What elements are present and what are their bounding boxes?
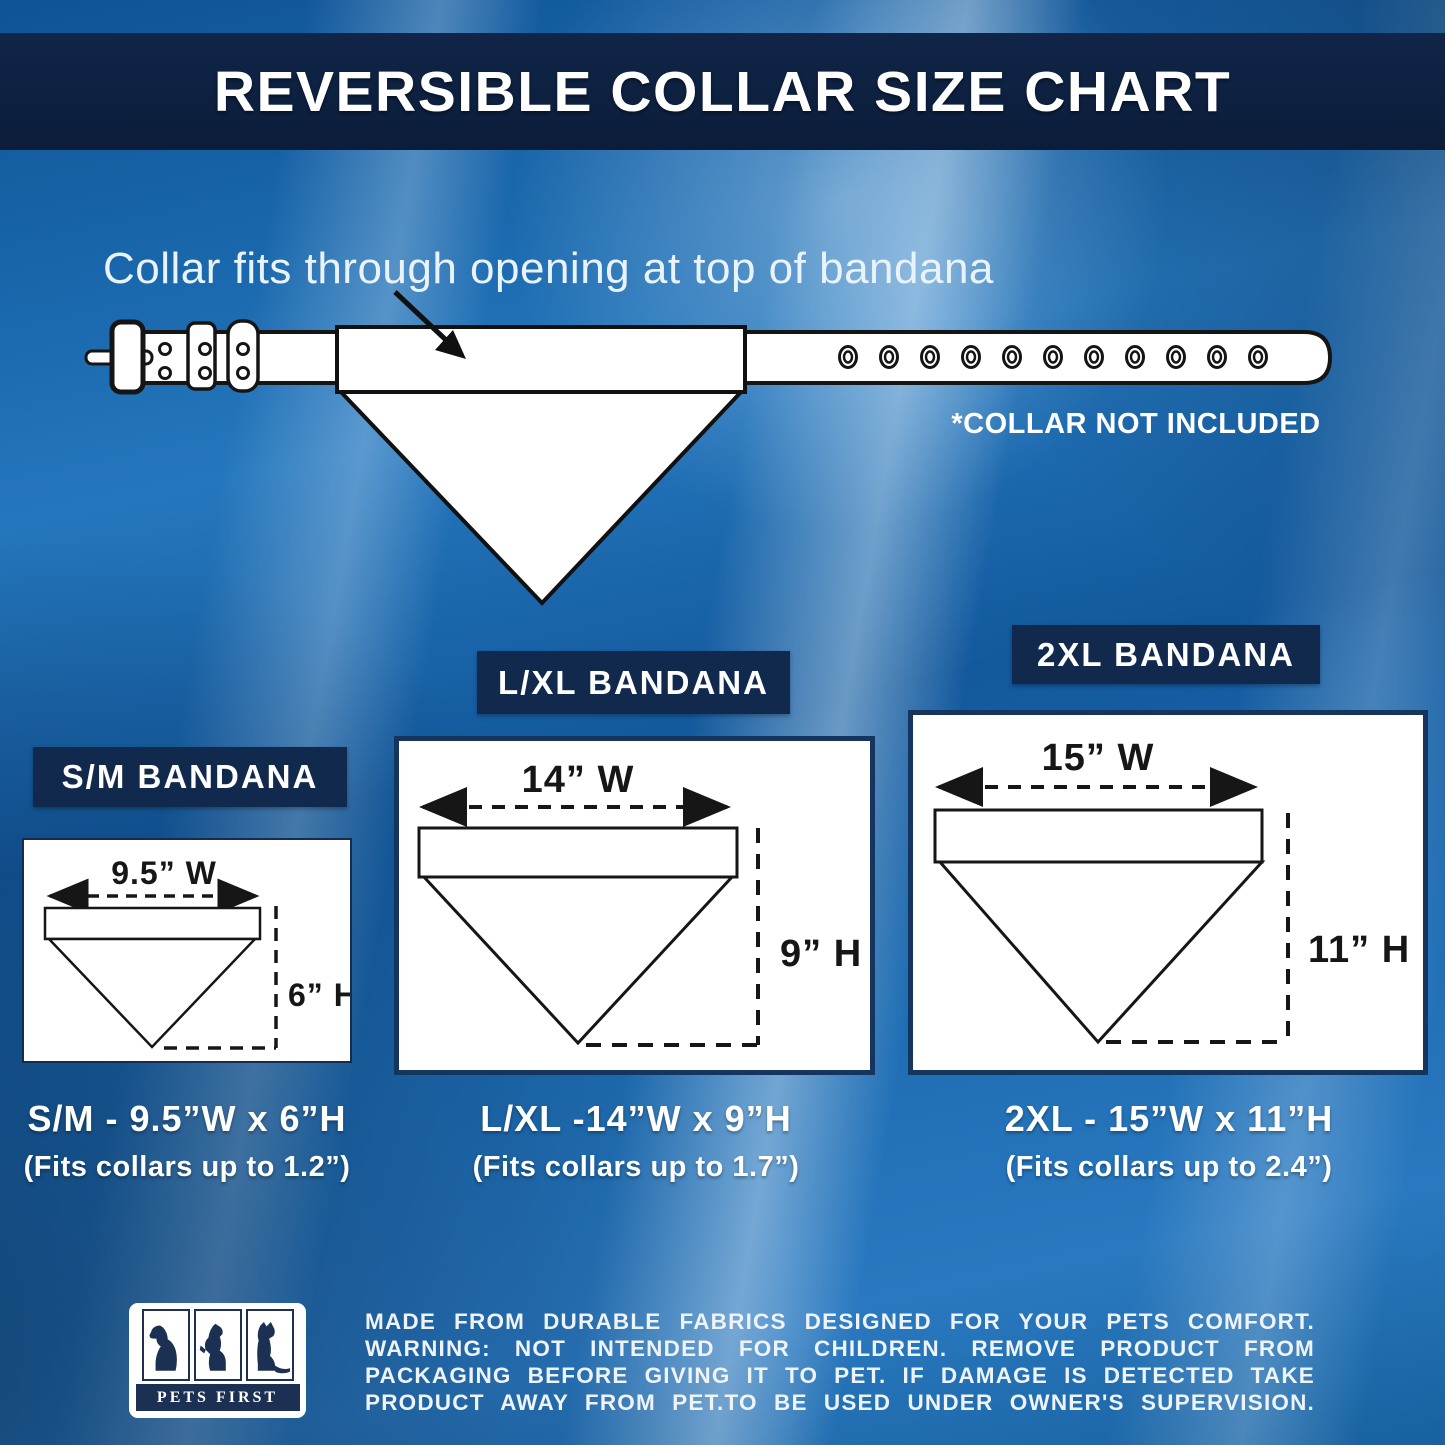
lxl-bandana-triangle xyxy=(420,875,736,1046)
pets-first-logo: PETS FIRST xyxy=(129,1303,306,1418)
warning-line: PACKAGING BEFORE GIVING IT TO PET. IF DA… xyxy=(365,1363,1315,1388)
lxl-height-label: 9” H xyxy=(780,933,862,975)
caption-sm: S/M - 9.5”W x 6”H (Fits collars up to 1.… xyxy=(24,1098,351,1184)
sm-diagram: 9.5” W 6” H xyxy=(43,855,357,1050)
caption-sm-size: S/M - 9.5”W x 6”H xyxy=(27,1098,347,1139)
caption-2xl-fits: (Fits collars up to 2.4”) xyxy=(1005,1151,1333,1183)
logo-dog-frames xyxy=(141,1309,294,1381)
bandana-sleeve xyxy=(335,325,747,394)
dog-silhouette-frame xyxy=(141,1309,190,1381)
dog-icon xyxy=(256,1322,290,1374)
dog-silhouette-frame xyxy=(245,1309,294,1381)
caption-lxl-size: L/XL -14”W x 9”H xyxy=(480,1098,792,1139)
collar-caption: Collar fits through opening at top of ba… xyxy=(103,244,994,293)
2xl-diagram: 15” W 11” H xyxy=(933,737,1410,1045)
buckle-frame-icon xyxy=(109,319,146,395)
caption-sm-fits: (Fits collars up to 1.2”) xyxy=(23,1151,351,1183)
2xl-bandana-triangle xyxy=(936,860,1266,1045)
label-sm-bandana: S/M BANDANA xyxy=(33,747,347,807)
lxl-width-label: 14” W xyxy=(522,759,635,801)
warning-text-block: MADE FROM DURABLE FABRICS DESIGNED FOR Y… xyxy=(365,1308,1315,1416)
collar-eyelets xyxy=(838,345,1268,369)
caption-2xl: 2XL - 15”W x 11”H (Fits collars up to 2.… xyxy=(1005,1098,1333,1184)
lxl-bandana-sleeve xyxy=(417,826,739,879)
label-2xl-bandana: 2XL BANDANA xyxy=(1012,625,1320,684)
logo-wordmark: PETS FIRST xyxy=(135,1384,300,1411)
lxl-diagram: 14” W 9” H xyxy=(417,759,862,1047)
dog-icon xyxy=(148,1325,177,1371)
caption-2xl-size: 2XL - 15”W x 11”H xyxy=(1004,1098,1334,1139)
label-lxl-bandana: L/XL BANDANA xyxy=(477,651,790,714)
collar-bandana-illustration xyxy=(84,290,1333,606)
dog-silhouette-frame xyxy=(193,1309,242,1381)
strap-holes-small xyxy=(158,342,250,380)
collar-not-included-note: *COLLAR NOT INCLUDED xyxy=(951,408,1321,440)
caption-lxl-fits: (Fits collars up to 1.7”) xyxy=(472,1151,800,1183)
2xl-bandana-sleeve xyxy=(933,808,1264,864)
collar-strap-right xyxy=(743,330,1333,385)
2xl-height-label: 11” H xyxy=(1308,929,1410,971)
page-title: REVERSIBLE COLLAR SIZE CHART xyxy=(213,59,1232,124)
sm-bandana-sleeve xyxy=(43,906,262,941)
bandana-shape xyxy=(335,325,747,606)
sm-height-label: 6” H xyxy=(288,977,350,1013)
pointer-arrow-icon xyxy=(393,290,466,359)
size-panel-2xl: 15” W 11” H xyxy=(908,710,1428,1075)
size-panel-lxl: 14” W 9” H xyxy=(394,736,875,1075)
size-panel-sm: 9.5” W 6” H xyxy=(22,838,357,1063)
title-band: REVERSIBLE COLLAR SIZE CHART xyxy=(0,33,1445,150)
2xl-width-label: 15” W xyxy=(1042,737,1155,779)
collar-strap-left xyxy=(84,319,339,395)
strap-keeper xyxy=(186,321,217,391)
caption-lxl: L/XL -14”W x 9”H (Fits collars up to 1.7… xyxy=(473,1098,800,1184)
sm-bandana-triangle xyxy=(46,937,258,1049)
warning-line: MADE FROM DURABLE FABRICS DESIGNED FOR Y… xyxy=(365,1309,1315,1334)
warning-line: WARNING: NOT INTENDED FOR CHILDREN. REMO… xyxy=(365,1336,1315,1361)
dog-icon xyxy=(199,1323,226,1371)
sm-width-label: 9.5” W xyxy=(111,855,217,891)
bandana-triangle xyxy=(336,390,746,606)
warning-line: PRODUCT AWAY FROM PET.TO BE USED UNDER O… xyxy=(365,1390,1315,1415)
